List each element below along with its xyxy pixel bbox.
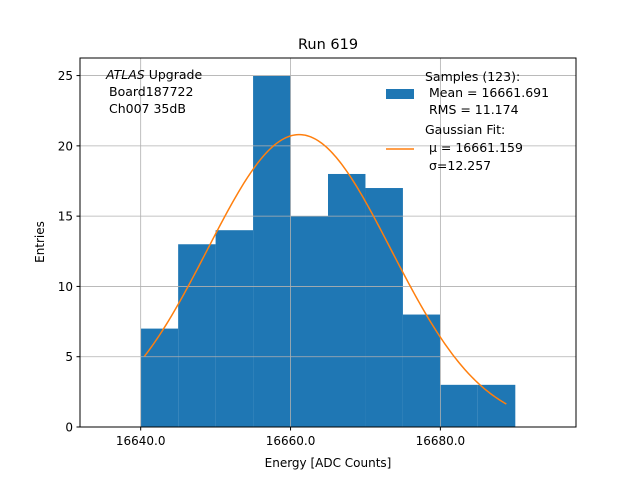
annotation-upgrade: Upgrade bbox=[145, 67, 203, 82]
y-tick-label: 5 bbox=[65, 350, 73, 364]
annotation-channel: Ch007 35dB bbox=[109, 101, 186, 116]
histogram-bar bbox=[328, 173, 366, 427]
histogram-bar bbox=[140, 328, 179, 427]
y-axis-label: Entries bbox=[33, 221, 47, 263]
legend-fit-title: Gaussian Fit: bbox=[425, 122, 505, 137]
x-tick-label: 16640.0 bbox=[116, 434, 166, 448]
axes-frame bbox=[79, 57, 577, 428]
y-tick-label: 0 bbox=[65, 421, 73, 435]
annotation-atlas: ATLAS bbox=[105, 67, 145, 82]
histogram-bar bbox=[477, 384, 516, 427]
legend: Samples (123): Mean = 16661.691 RMS = 11… bbox=[386, 69, 549, 173]
histogram-bar bbox=[402, 314, 441, 427]
histogram-bar bbox=[215, 230, 254, 427]
histogram-bar bbox=[253, 75, 291, 428]
legend-fit-mu: μ = 16661.159 bbox=[425, 140, 523, 155]
histogram-bar bbox=[365, 188, 403, 427]
histogram-bar bbox=[440, 384, 478, 427]
svg-text:ATLAS Upgrade: ATLAS Upgrade bbox=[105, 67, 202, 82]
legend-fit-sigma: σ=12.257 bbox=[425, 158, 491, 173]
y-tick-label: 20 bbox=[58, 139, 73, 153]
legend-samples-rms: RMS = 11.174 bbox=[425, 102, 519, 117]
legend-samples-mean: Mean = 16661.691 bbox=[425, 85, 549, 100]
y-tick-label: 10 bbox=[58, 280, 73, 294]
atlas-annotation: ATLAS Upgrade Board187722 Ch007 35dB bbox=[105, 67, 202, 116]
y-tick-label: 15 bbox=[58, 210, 73, 224]
histogram-bar bbox=[178, 244, 216, 427]
y-tick-label: 25 bbox=[58, 69, 73, 83]
x-tick-label: 16680.0 bbox=[416, 434, 466, 448]
legend-samples-title: Samples (123): bbox=[425, 69, 520, 84]
gaussian-fit-line bbox=[143, 133, 507, 405]
annotation-board: Board187722 bbox=[109, 84, 193, 99]
x-axis-label: Energy [ADC Counts] bbox=[265, 456, 392, 470]
legend-samples-swatch bbox=[386, 89, 414, 99]
chart-title: Run 619 bbox=[298, 37, 358, 53]
x-tick-label: 16660.0 bbox=[266, 434, 316, 448]
histogram-bar bbox=[290, 216, 328, 427]
